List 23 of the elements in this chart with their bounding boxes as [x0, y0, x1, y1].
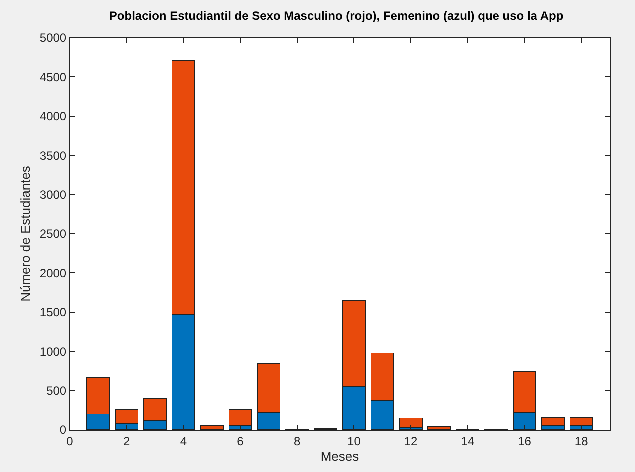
- x-tick-label: 10: [348, 434, 362, 448]
- y-tick-label: 0: [60, 423, 67, 438]
- y-tick-label: 2500: [40, 227, 67, 242]
- y-tick-label: 1500: [40, 306, 67, 320]
- y-tick-label: 3500: [40, 148, 67, 163]
- x-tick-label: 8: [294, 434, 302, 448]
- y-tick-label: 1000: [40, 344, 67, 359]
- x-tick-label: 18: [574, 434, 589, 448]
- x-axis-title: Meses: [320, 449, 360, 464]
- y-tick-label: 4500: [40, 70, 67, 84]
- x-tick-label: 2: [123, 434, 130, 448]
- y-axis-title: Número de Estudiantes: [18, 166, 33, 302]
- x-tick-label: 16: [518, 434, 532, 448]
- x-tick-label: 14: [461, 434, 475, 448]
- y-tick-label: 3000: [40, 188, 67, 202]
- x-tick-label: 4: [180, 434, 188, 448]
- x-tick-label: 6: [237, 434, 244, 448]
- x-tick-label: 12: [404, 434, 418, 448]
- y-tick-label: 4000: [40, 110, 67, 124]
- y-tick-label: 5000: [40, 31, 67, 46]
- y-tick-label: 2000: [40, 266, 67, 280]
- chart-title: Poblacion Estudiantil de Sexo Masculino (rojo), Femenino (azul) que uso la App: [109, 9, 564, 24]
- y-tick-label: 500: [46, 384, 67, 398]
